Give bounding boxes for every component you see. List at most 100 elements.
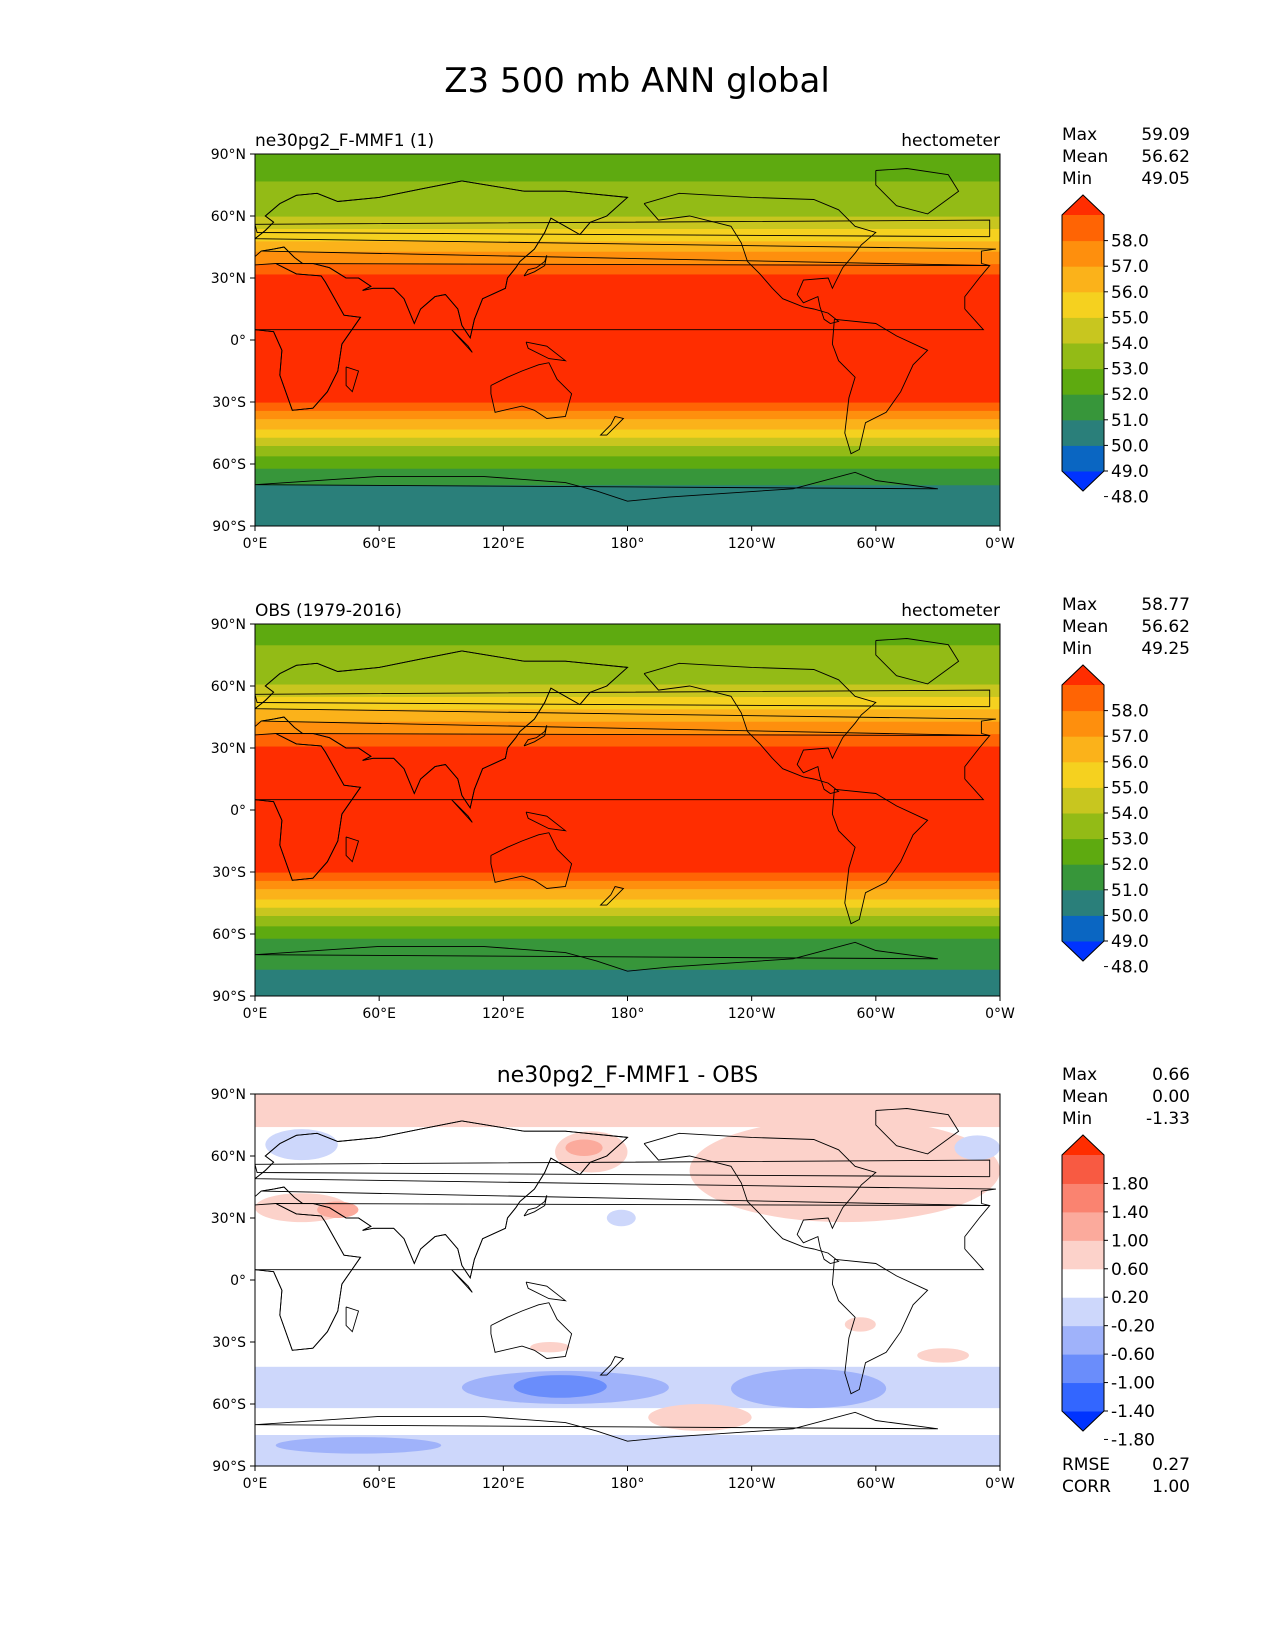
anomaly-region bbox=[513, 1375, 607, 1398]
colorbar-segment bbox=[1062, 266, 1104, 293]
coastline bbox=[255, 180, 629, 340]
colorbar-segment bbox=[1062, 710, 1104, 737]
stat-value-min: -1.33 bbox=[1146, 1109, 1190, 1129]
coastline bbox=[525, 341, 567, 362]
coastline bbox=[523, 725, 548, 747]
stat-label-max: Max bbox=[1062, 125, 1097, 145]
stat-label-max: Max bbox=[1062, 595, 1097, 615]
colorbar-segment bbox=[1062, 1268, 1104, 1298]
anomaly-region bbox=[606, 1209, 636, 1227]
colorbar-extend-high bbox=[1062, 665, 1104, 685]
lon-tick-label: 60°W bbox=[856, 1476, 895, 1492]
colorbar: 1.80 1.40 1.00 0.60 0.20 -0.20 -0.60 -1.00 -1.40… bbox=[1061, 1134, 1155, 1450]
colorbar-tick-label: 48.0 bbox=[1111, 958, 1149, 978]
colorbar-tick-label: 1.00 bbox=[1111, 1231, 1149, 1251]
colorbar-tick-label: 1.40 bbox=[1111, 1203, 1149, 1223]
lon-tick-label: 0°W bbox=[985, 536, 1015, 552]
colorbar-tick-label: 55.0 bbox=[1111, 778, 1149, 798]
colorbar-outline bbox=[1061, 194, 1105, 492]
lon-tick-label: 120°W bbox=[728, 1476, 776, 1492]
colorbar-tick-label: 48.0 bbox=[1111, 488, 1149, 508]
coastline bbox=[255, 689, 991, 708]
lon-tick-label: 120°E bbox=[482, 536, 525, 552]
lat-tick-label: 30°N bbox=[211, 271, 246, 287]
lon-tick-label: 0°E bbox=[243, 1006, 268, 1022]
stat-label-max: Max bbox=[1062, 1065, 1097, 1085]
colorbar-extend-high bbox=[1062, 195, 1104, 215]
colorbar-tick-label: 58.0 bbox=[1111, 702, 1149, 722]
colorbar: 58.0 57.0 56.0 55.0 54.0 53.0 52.0 51.0 50.0 49.0… bbox=[1061, 194, 1149, 508]
coastline bbox=[831, 788, 929, 925]
contour-band bbox=[255, 925, 1000, 939]
colorbar-segment bbox=[1062, 368, 1104, 395]
lat-tick-label: 0° bbox=[230, 803, 246, 819]
colorbar-tick-label: -0.60 bbox=[1111, 1345, 1155, 1365]
lon-tick-label: 0°E bbox=[243, 536, 268, 552]
colorbar-tick-label: 52.0 bbox=[1111, 385, 1149, 405]
colorbar-segment bbox=[1062, 317, 1104, 344]
stat-label-min: Min bbox=[1062, 639, 1092, 659]
coastline bbox=[599, 885, 625, 906]
colorbar-tick-label: 53.0 bbox=[1111, 830, 1149, 850]
lon-tick-label: 120°W bbox=[728, 536, 776, 552]
anomaly-region bbox=[954, 1135, 1000, 1161]
coastline bbox=[255, 1411, 938, 1442]
contour-band bbox=[255, 872, 1000, 881]
anomaly-region bbox=[730, 1368, 887, 1409]
colorbar-segment bbox=[1062, 240, 1104, 267]
contour-band bbox=[255, 938, 1000, 970]
contour-band bbox=[255, 624, 1000, 646]
coastline bbox=[255, 219, 991, 238]
stat-label-rmse: RMSE bbox=[1062, 1455, 1110, 1475]
colorbar-segment bbox=[1062, 343, 1104, 370]
anomaly-region bbox=[772, 1135, 959, 1198]
lon-tick-label: 120°W bbox=[728, 1006, 776, 1022]
coastline bbox=[490, 1302, 573, 1359]
contour-field bbox=[255, 624, 1000, 996]
coastline bbox=[875, 638, 960, 685]
contour-band bbox=[255, 445, 1000, 457]
lat-tick-label: 90°N bbox=[211, 147, 246, 163]
lon-tick-label: 120°E bbox=[482, 1476, 525, 1492]
coastlines bbox=[255, 1108, 996, 1442]
contour-band bbox=[255, 898, 1000, 908]
lon-tick-label: 60°E bbox=[362, 1476, 396, 1492]
contour-band bbox=[255, 745, 1000, 873]
coastline bbox=[490, 362, 573, 419]
stat-label-min: Min bbox=[1062, 1109, 1092, 1129]
anomaly-region bbox=[565, 1139, 603, 1156]
lat-tick-label: 60°N bbox=[211, 679, 246, 695]
coastline bbox=[451, 329, 473, 353]
colorbar-segment bbox=[1062, 761, 1104, 788]
lat-tick-label: 60°S bbox=[212, 927, 246, 943]
coastline bbox=[875, 168, 960, 215]
map-panel-2: 90°N 60°N 30°N 0° 30°S 60°S 90°S0°E 60°E 120°E 18… bbox=[211, 595, 1190, 1022]
contour-band bbox=[255, 437, 1000, 446]
colorbar-tick-label: 53.0 bbox=[1111, 360, 1149, 380]
colorbar-segment bbox=[1062, 736, 1104, 763]
colorbar-segment bbox=[1062, 1240, 1104, 1270]
contour-band bbox=[255, 880, 1000, 890]
stat-value-max: 59.09 bbox=[1141, 125, 1190, 145]
anomaly-region bbox=[530, 1342, 570, 1353]
anomaly-region bbox=[844, 1317, 876, 1332]
lon-tick-label: 60°W bbox=[856, 536, 895, 552]
colorbar-segment bbox=[1062, 1382, 1104, 1412]
lon-tick-label: 180° bbox=[611, 1476, 645, 1492]
lat-tick-label: 30°N bbox=[211, 1211, 246, 1227]
colorbar-tick-label: 50.0 bbox=[1111, 436, 1149, 456]
stat-value-rmse: 0.27 bbox=[1152, 1455, 1190, 1475]
lon-tick-label: 0°W bbox=[985, 1006, 1015, 1022]
colorbar-segment bbox=[1062, 394, 1104, 421]
colorbar-segment bbox=[1062, 685, 1104, 712]
stat-label-min: Min bbox=[1062, 169, 1092, 189]
colorbar-tick-label: -1.40 bbox=[1111, 1402, 1155, 1422]
panel-units: hectometer bbox=[901, 601, 1000, 621]
coastline bbox=[643, 662, 877, 794]
colorbar-segment bbox=[1062, 1297, 1104, 1327]
colorbar-tick-label: 0.20 bbox=[1111, 1288, 1149, 1308]
lon-tick-label: 180° bbox=[611, 536, 645, 552]
contour-band bbox=[255, 273, 1000, 403]
colorbar-extend-high bbox=[1062, 1135, 1104, 1155]
coastline bbox=[345, 836, 360, 863]
